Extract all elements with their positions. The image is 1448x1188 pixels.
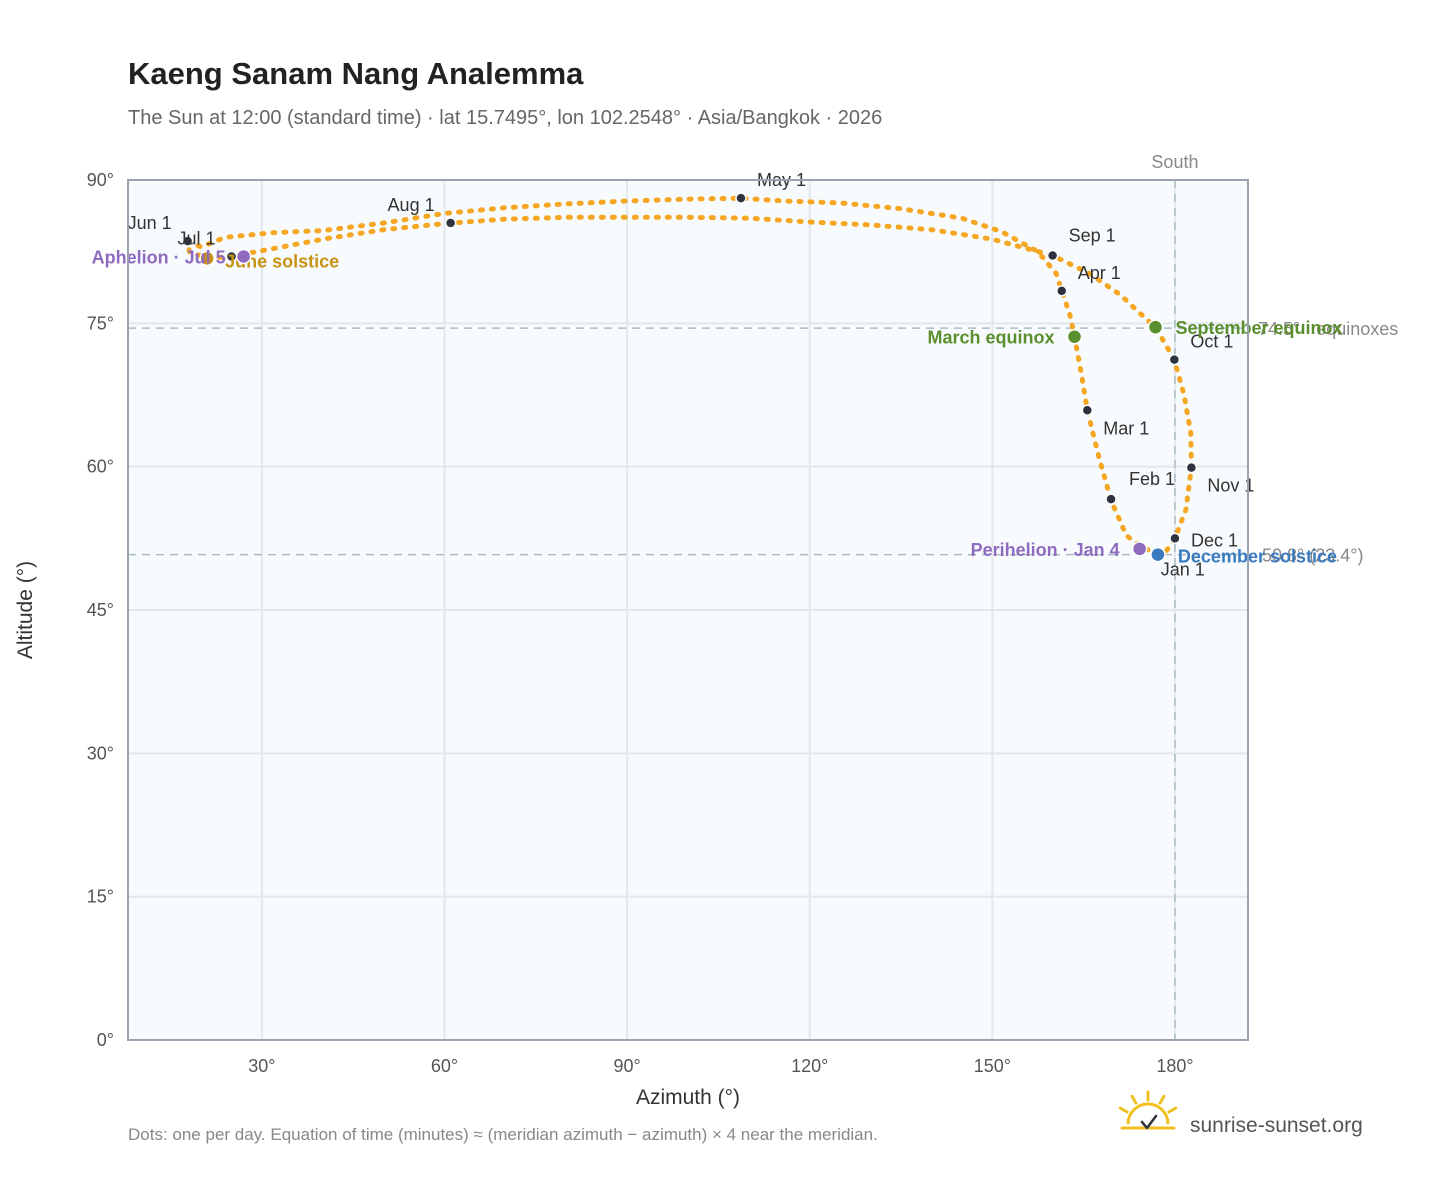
event-marker (199, 250, 215, 267)
y-tick-label: 90° (87, 170, 114, 190)
sun-icon-check (1140, 1114, 1158, 1130)
plot-frame (127, 179, 1249, 1041)
month-marker (1169, 532, 1181, 545)
daily-sun-position-dots (185, 195, 1194, 558)
month-marker-label: Dec 1 (1191, 530, 1238, 550)
brand-logo (1118, 1090, 1178, 1130)
x-axis-label: Azimuth (°) (636, 1086, 740, 1109)
month-marker (444, 217, 457, 229)
brand-name: sunrise-sunset.org (1190, 1114, 1363, 1137)
month-marker (1185, 461, 1198, 474)
month-marker-label: Sep 1 (1069, 225, 1116, 245)
month-marker (1105, 493, 1117, 505)
x-tick-label: 60° (431, 1056, 458, 1076)
y-tick-label: 60° (87, 457, 114, 477)
month-marker-label: Aug 1 (388, 195, 435, 215)
axis-ticks: 30° 60° 90° 120° 150° 180° 0° 15° 30° 45° 60° 75° 90… (87, 170, 1194, 1076)
month-marker-label: Nov 1 (1207, 476, 1254, 496)
month-marker-label: Jul 1 (177, 228, 215, 248)
sun-icon-ray (1130, 1094, 1138, 1105)
month-marker (1168, 353, 1181, 366)
altitude-reference-label: 74.5° · equinoxes (1258, 319, 1398, 339)
event-marker (1066, 328, 1083, 345)
event-marker (1150, 546, 1166, 563)
chart-title: Kaeng Sanam Nang Analemma (128, 56, 584, 91)
event-label: March equinox (927, 328, 1054, 348)
month-marker (735, 192, 747, 204)
y-tick-label: 45° (87, 600, 114, 620)
event-label: June solstice (225, 251, 339, 271)
sun-icon-arc (1126, 1102, 1170, 1125)
month-marker-label: Feb 1 (1129, 469, 1175, 489)
y-axis-label: Altitude (°) (14, 561, 37, 659)
x-tick-label: 150° (974, 1056, 1011, 1076)
month-marker-label: Mar 1 (1103, 418, 1149, 438)
footer-note: Dots: one per day. Equation of time (min… (128, 1125, 878, 1144)
analemma-path (185, 195, 1194, 558)
month-marker (1046, 249, 1059, 262)
event-label: December solstice (1178, 547, 1337, 567)
sun-icon-ray (1167, 1106, 1178, 1114)
month-marker (181, 235, 194, 247)
month-marker-label: Jun 1 (128, 213, 172, 233)
month-marker-label: Jan 1 (1161, 560, 1205, 580)
sun-icon (1118, 1090, 1178, 1130)
event-marker (1147, 319, 1164, 335)
x-tick-label: 120° (791, 1056, 828, 1076)
grid-lines (128, 179, 1248, 1041)
x-tick-label: 180° (1156, 1056, 1193, 1076)
y-tick-label: 30° (87, 743, 114, 763)
x-tick-label: 90° (614, 1056, 641, 1076)
event-label: Aphelion · Jul 5 (92, 247, 226, 267)
sun-icon-ray (1118, 1106, 1129, 1114)
chart-subtitle: The Sun at 12:00 (standard time) · lat 1… (128, 107, 882, 129)
reference-lines: South 74.5° · equinoxes 50.8° (23.4°) (128, 152, 1398, 1040)
meridian-label: South (1151, 152, 1198, 172)
month-marker-label: Oct 1 (1190, 332, 1233, 352)
event-markers: March equinox September equinox June solst… (92, 247, 1343, 566)
altitude-reference-label: 50.8° (23.4°) (1262, 546, 1363, 566)
month-marker (1081, 404, 1094, 417)
y-tick-label: 15° (87, 887, 114, 907)
event-label: Perihelion · Jan 4 (971, 540, 1120, 560)
month-marker (1055, 285, 1068, 297)
sun-icon-ray (1158, 1094, 1166, 1105)
event-marker (1131, 541, 1148, 557)
month-marker-label: Apr 1 (1078, 263, 1121, 283)
y-tick-label: 75° (87, 313, 114, 333)
event-label: September equinox (1175, 318, 1342, 338)
event-marker (235, 248, 252, 265)
x-tick-label: 30° (248, 1056, 275, 1076)
y-tick-label: 0° (97, 1030, 114, 1050)
